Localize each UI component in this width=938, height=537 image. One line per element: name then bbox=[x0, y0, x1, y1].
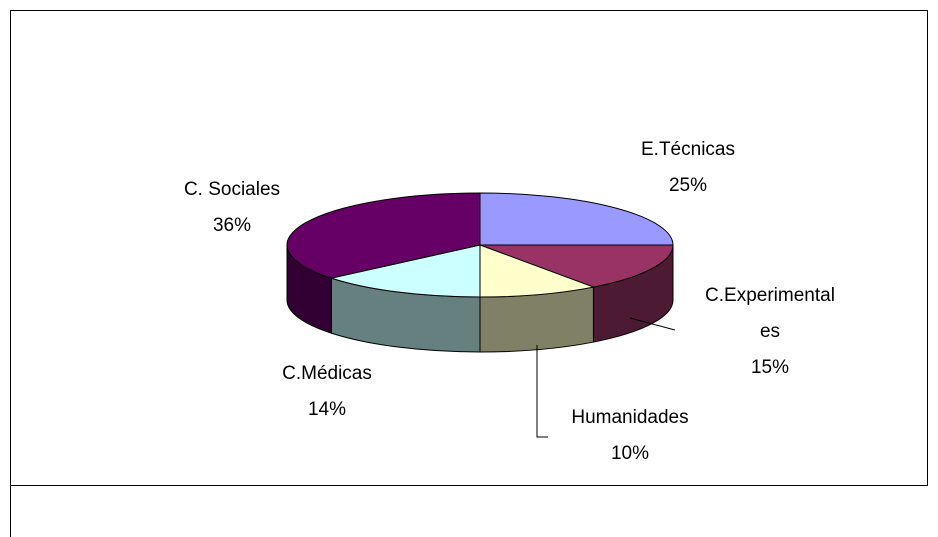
category-name: E.Técnicas bbox=[641, 139, 735, 160]
pie-slice bbox=[479, 244, 674, 288]
category-name: C.Experimentales bbox=[705, 285, 835, 342]
slice-label: C. Sociales 36% bbox=[152, 172, 312, 244]
pie-slice bbox=[479, 192, 674, 246]
slice-label: Humanidades 10% bbox=[540, 400, 720, 472]
pie-slice bbox=[329, 244, 481, 298]
leader-line bbox=[536, 345, 548, 438]
slice-label: C.Médicas 14% bbox=[247, 356, 407, 428]
value-label: 15% bbox=[750, 357, 790, 378]
leader-line bbox=[629, 317, 676, 331]
value-label: 10% bbox=[610, 443, 650, 464]
value-label: 14% bbox=[307, 399, 347, 420]
pie bbox=[286, 192, 674, 353]
value-label: 25% bbox=[668, 175, 708, 196]
value-label: 36% bbox=[212, 215, 252, 236]
category-name: Humanidades bbox=[571, 407, 689, 428]
pie-slice bbox=[286, 192, 481, 279]
slice-label: E.Técnicas 25% bbox=[608, 132, 768, 204]
category-name: C. Sociales bbox=[183, 179, 281, 200]
frame bbox=[10, 10, 928, 486]
category-name: C.Médicas bbox=[282, 363, 372, 384]
pie-slice bbox=[479, 244, 596, 298]
slice-label: C.Experimentales 15% bbox=[700, 278, 840, 386]
